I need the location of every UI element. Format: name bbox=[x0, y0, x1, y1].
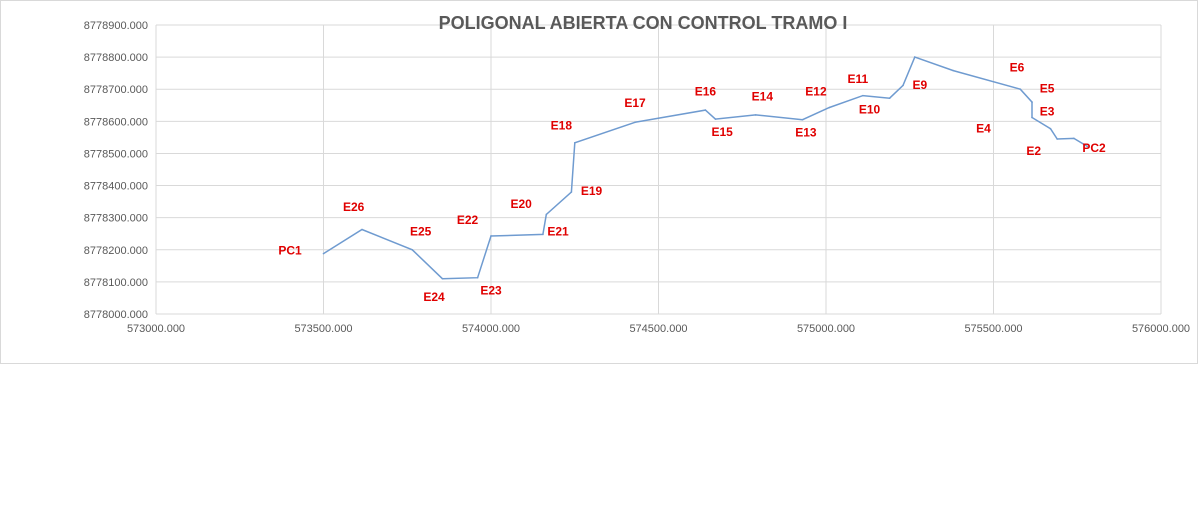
traverse-vertex bbox=[704, 109, 707, 111]
traverse-vertex bbox=[634, 121, 636, 124]
station-label: E20 bbox=[510, 197, 532, 211]
y-axis-ticks: 8778000.000 8778100.000 8778200.000 8778300… bbox=[84, 20, 148, 321]
station-label: E11 bbox=[847, 72, 868, 86]
traverse-vertex bbox=[573, 142, 576, 144]
traverse-vertex bbox=[913, 56, 916, 58]
chart-title: POLIGONAL ABIERTA CON CONTROL TRAMO I bbox=[439, 13, 848, 33]
x-tick-label: 574500.000 bbox=[629, 323, 687, 335]
station-label: E6 bbox=[1010, 61, 1025, 75]
x-axis-ticks: 573000.000 573500.000 574000.000 574500.000… bbox=[127, 323, 1190, 335]
station-label: E12 bbox=[805, 85, 827, 99]
traverse-vertex bbox=[361, 228, 363, 231]
y-tick-label: 8778100.000 bbox=[84, 277, 148, 289]
station-label: E17 bbox=[624, 96, 646, 110]
station-label: E4 bbox=[976, 122, 991, 136]
station-label: E21 bbox=[547, 224, 569, 238]
traverse-vertex bbox=[952, 69, 955, 72]
traverse-vertex bbox=[714, 118, 717, 120]
traverse-vertex bbox=[754, 114, 757, 116]
traverse-vertex bbox=[902, 84, 904, 87]
chart-frame: 8778000.000 8778100.000 8778200.000 8778300… bbox=[0, 0, 1198, 364]
gridlines bbox=[155, 24, 1162, 315]
chart-canvas: 8778000.000 8778100.000 8778200.000 8778300… bbox=[84, 13, 1190, 335]
x-tick-label: 576000.000 bbox=[1132, 323, 1190, 335]
traverse-vertex bbox=[801, 118, 804, 121]
station-label: E25 bbox=[410, 224, 432, 238]
station-label: E22 bbox=[457, 213, 479, 227]
station-label: E10 bbox=[859, 102, 881, 116]
traverse-vertex bbox=[862, 94, 864, 97]
y-tick-label: 8778600.000 bbox=[84, 116, 148, 128]
x-tick-label: 575000.000 bbox=[797, 323, 855, 335]
station-label: E24 bbox=[423, 290, 445, 304]
traverse-vertex bbox=[1056, 138, 1058, 140]
series-line bbox=[323, 56, 1088, 280]
station-label: E9 bbox=[912, 78, 927, 92]
station-label: E5 bbox=[1040, 81, 1055, 95]
traverse-vertex bbox=[322, 252, 325, 255]
station-label: E26 bbox=[343, 200, 365, 214]
traverse-vertex bbox=[828, 106, 831, 109]
traverse-vertex bbox=[542, 233, 544, 236]
y-tick-label: 8778400.000 bbox=[84, 181, 148, 193]
traverse-vertex bbox=[441, 277, 444, 280]
station-label: E18 bbox=[551, 118, 573, 132]
station-label: PC2 bbox=[1082, 141, 1106, 155]
station-label: E16 bbox=[695, 85, 717, 99]
traverse-vertex bbox=[888, 97, 891, 100]
station-label: E13 bbox=[795, 126, 817, 140]
y-tick-label: 8778500.000 bbox=[84, 148, 148, 160]
traverse-vertex bbox=[476, 276, 479, 279]
y-tick-label: 8778300.000 bbox=[84, 213, 148, 225]
traverse-vertex bbox=[1073, 137, 1075, 140]
station-label: E3 bbox=[1040, 105, 1055, 119]
station-labels: PC1 E26 E25 E24 E23 E22 E21 E20 E19 E18 E17 E16 E15 E… bbox=[278, 61, 1106, 305]
station-label: E2 bbox=[1026, 144, 1041, 158]
station-label: E14 bbox=[752, 89, 774, 103]
y-tick-label: 8778700.000 bbox=[84, 84, 148, 96]
station-label: E23 bbox=[480, 284, 502, 298]
station-label: E19 bbox=[581, 184, 603, 198]
traverse-vertex bbox=[1049, 127, 1052, 130]
traverse-vertex bbox=[545, 213, 548, 216]
traverse-vertex bbox=[1031, 116, 1033, 119]
traverse-vertex bbox=[570, 191, 573, 193]
y-tick-label: 8778200.000 bbox=[84, 245, 148, 257]
x-tick-label: 573000.000 bbox=[127, 323, 185, 335]
traverse-vertex bbox=[1086, 145, 1089, 148]
series-line-group bbox=[322, 56, 1089, 280]
traverse-vertex bbox=[1019, 88, 1022, 91]
traverse-vertex bbox=[490, 235, 492, 237]
y-tick-label: 8778800.000 bbox=[84, 52, 148, 64]
y-tick-label: 8778900.000 bbox=[84, 20, 148, 32]
x-tick-label: 573500.000 bbox=[294, 323, 352, 335]
y-tick-label: 8778000.000 bbox=[84, 309, 148, 321]
traverse-vertex bbox=[1031, 101, 1033, 103]
station-label: E15 bbox=[711, 125, 733, 139]
traverse-vertex bbox=[411, 248, 414, 251]
station-label: PC1 bbox=[278, 244, 302, 258]
x-tick-label: 575500.000 bbox=[964, 323, 1022, 335]
x-tick-label: 574000.000 bbox=[462, 323, 520, 335]
